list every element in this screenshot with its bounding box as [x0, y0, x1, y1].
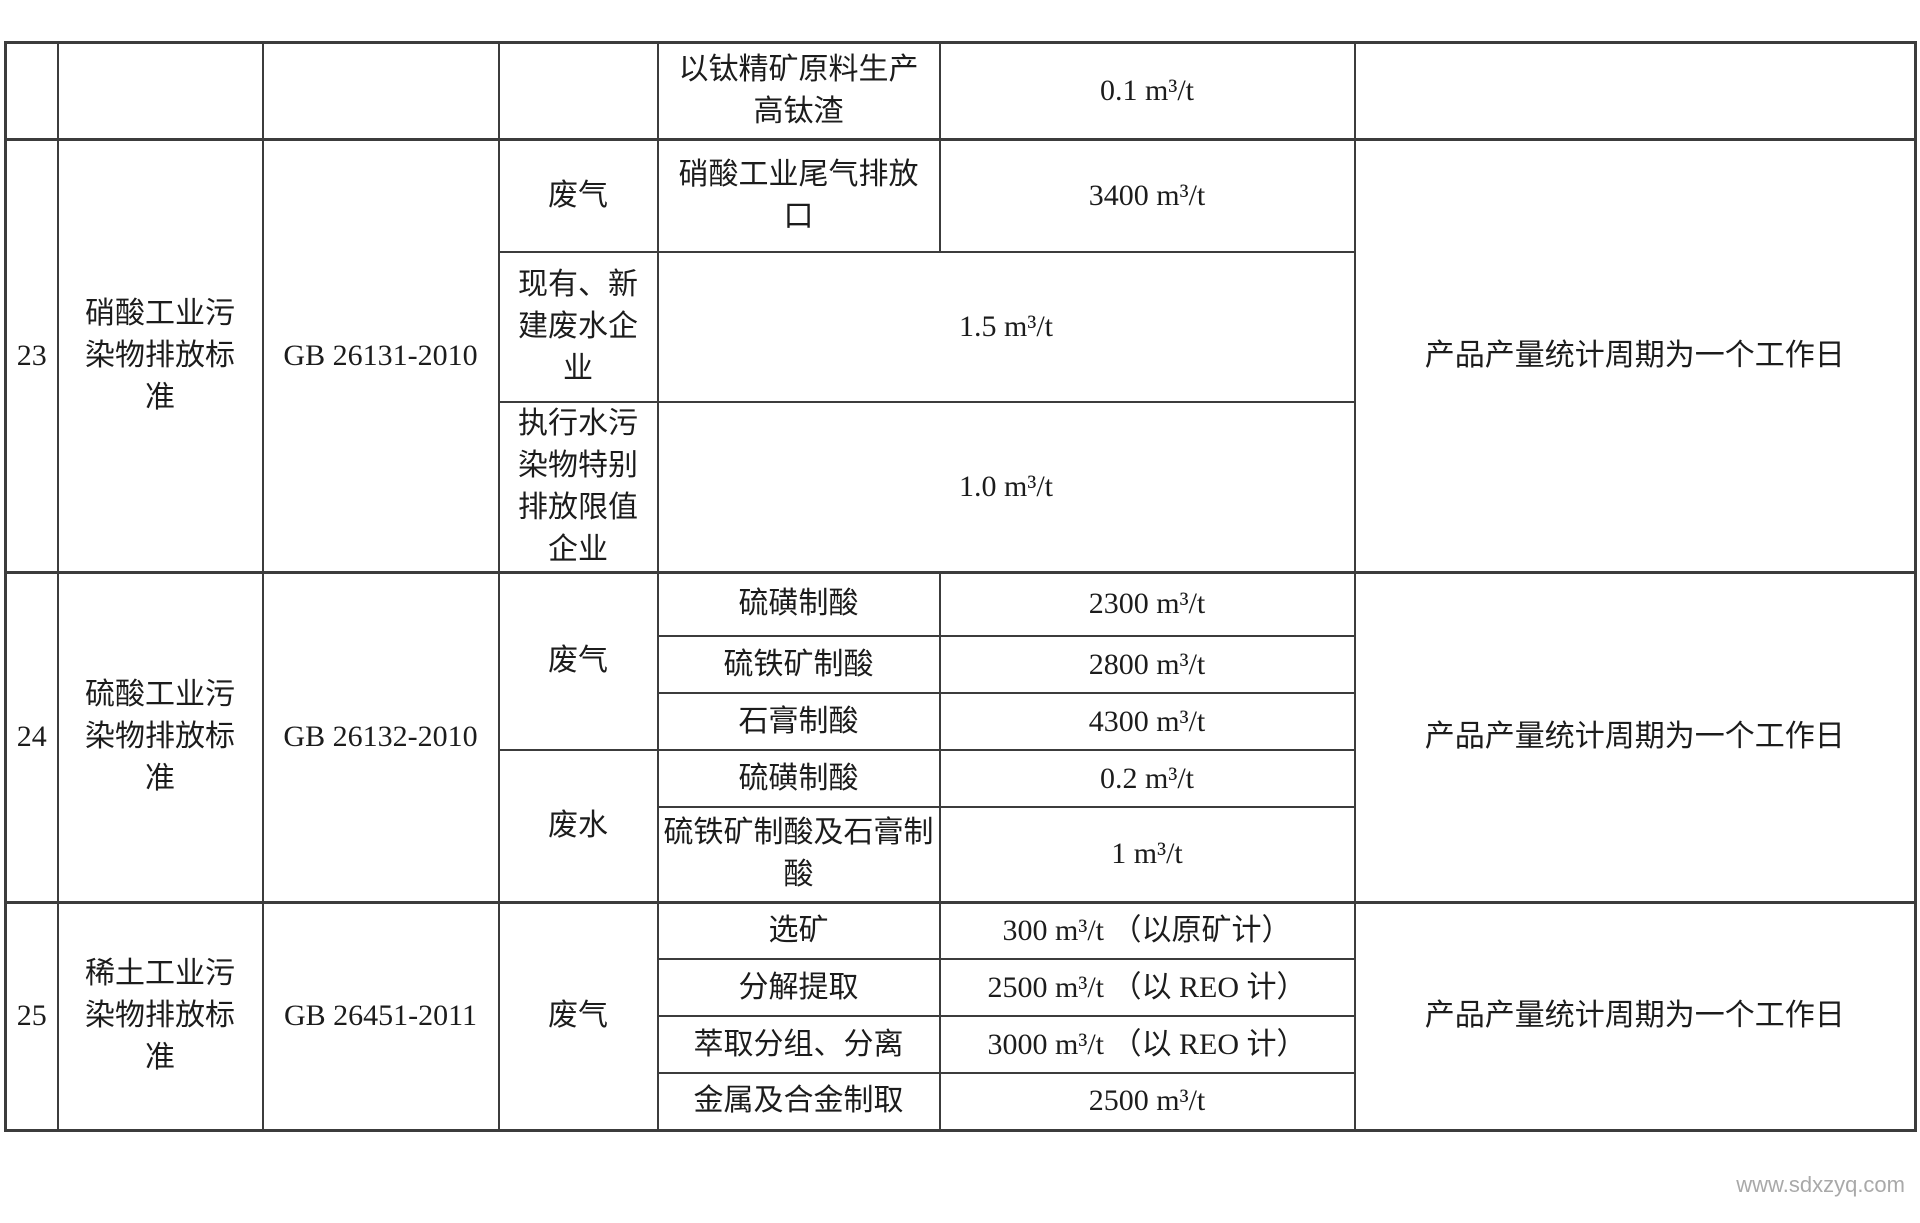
- limit-value-cell: 0.2 m³/t: [938, 749, 1356, 808]
- emission-standards-table: 以钛精矿原料生产 高钛渣 0.1 m³/t 23 硝酸工业污 染物排放标 准 G…: [4, 41, 1917, 1132]
- row-number-cell: 23: [4, 138, 59, 573]
- limit-value-cell: 3000 m³/t （以 REO 计）: [938, 1015, 1356, 1074]
- standard-code-cell: GB 26451-2011: [261, 900, 500, 1131]
- row-number-cell: 25: [4, 900, 59, 1131]
- standard-code-cell: GB 26131-2010: [261, 138, 500, 573]
- process-cell: 金属及合金制取: [656, 1072, 941, 1131]
- table-row: 废水 硫磺制酸 0.2 m³/t: [6, 749, 1916, 903]
- remark-cell: 产品产量统计周期为一个工作日: [1353, 900, 1917, 1131]
- standard-name-cell: 硝酸工业污 染物排放标 准: [56, 138, 264, 573]
- process-cell: 硝酸工业尾气排放 口: [656, 138, 941, 253]
- limit-value-cell: 1.0 m³/t: [656, 400, 1356, 573]
- table-row: 萃取分组、分离 3000 m³/t （以 REO 计）: [6, 1015, 1916, 1074]
- table-row: 24 硫酸工业污 染物排放标 准 GB 26132-2010 废气 硫磺制酸 2…: [4, 570, 1917, 903]
- remark-cell: 产品产量统计周期为一个工作日: [1353, 570, 1917, 903]
- limit-value-cell: 3400 m³/t: [938, 138, 1356, 253]
- pollutant-type-cell: 废水: [497, 749, 659, 903]
- pollutant-type-cell: 废气: [497, 138, 659, 253]
- process-cell: 选矿: [656, 900, 941, 960]
- limit-value-cell: 1.5 m³/t: [656, 250, 1356, 403]
- table-row: 硫铁矿制酸 2800 m³/t: [6, 635, 1916, 694]
- remark-cell: 产品产量统计周期为一个工作日: [1353, 138, 1917, 573]
- standard-name-cell: [56, 41, 264, 141]
- process-cell: 以钛精矿原料生产 高钛渣: [656, 41, 941, 141]
- process-cell: 萃取分组、分离: [656, 1015, 941, 1074]
- process-cell: 分解提取: [656, 958, 941, 1017]
- table-row: 分解提取 2500 m³/t （以 REO 计）: [6, 958, 1916, 1017]
- row-number-cell: 24: [4, 570, 59, 903]
- pollutant-type-cell: 废气: [497, 570, 659, 751]
- limit-value-cell: 300 m³/t （以原矿计）: [938, 900, 1356, 960]
- table-row: 硫铁矿制酸及石膏制 酸 1 m³/t: [6, 806, 1916, 903]
- process-cell: 硫铁矿制酸: [656, 635, 941, 694]
- table-row: 现有、新 建废水企 业 1.5 m³/t: [6, 250, 1916, 403]
- limit-value-cell: 2800 m³/t: [938, 635, 1356, 694]
- standard-code-cell: GB 26132-2010: [261, 570, 500, 903]
- limit-value-cell: 2500 m³/t: [938, 1072, 1356, 1131]
- limit-value-cell: 4300 m³/t: [938, 692, 1356, 751]
- process-cell: 硫铁矿制酸及石膏制 酸: [656, 806, 941, 903]
- process-cell: 石膏制酸: [656, 692, 941, 751]
- table-row: 执行水污 染物特别 排放限值 企业 1.0 m³/t: [6, 400, 1916, 573]
- limit-value-cell: 1 m³/t: [938, 806, 1356, 903]
- limit-value-cell: 2300 m³/t: [938, 570, 1356, 637]
- process-cell: 硫磺制酸: [656, 749, 941, 808]
- table-row: 金属及合金制取 2500 m³/t: [6, 1072, 1916, 1131]
- remark-cell: [1353, 41, 1917, 141]
- table-row: 以钛精矿原料生产 高钛渣 0.1 m³/t: [4, 41, 1917, 141]
- standard-code-cell: [261, 41, 500, 141]
- table-row: 石膏制酸 4300 m³/t: [6, 692, 1916, 751]
- limit-value-cell: 2500 m³/t （以 REO 计）: [938, 958, 1356, 1017]
- limit-value-cell: 0.1 m³/t: [938, 41, 1356, 141]
- table-row: 25 稀土工业污 染物排放标 准 GB 26451-2011 废气 选矿 300…: [4, 900, 1917, 1131]
- pollutant-type-cell: 废气: [497, 900, 659, 1131]
- pollutant-type-cell: [497, 41, 659, 141]
- site-watermark: www.sdxzyq.com: [1736, 1172, 1905, 1197]
- pollutant-type-cell: 执行水污 染物特别 排放限值 企业: [497, 400, 659, 573]
- process-cell: 硫磺制酸: [656, 570, 941, 637]
- table-row: 23 硝酸工业污 染物排放标 准 GB 26131-2010 废气 硝酸工业尾气…: [4, 138, 1917, 573]
- standard-name-cell: 硫酸工业污 染物排放标 准: [56, 570, 264, 903]
- pollutant-type-cell: 现有、新 建废水企 业: [497, 250, 659, 403]
- standard-name-cell: 稀土工业污 染物排放标 准: [56, 900, 264, 1131]
- row-number-cell: [4, 41, 59, 141]
